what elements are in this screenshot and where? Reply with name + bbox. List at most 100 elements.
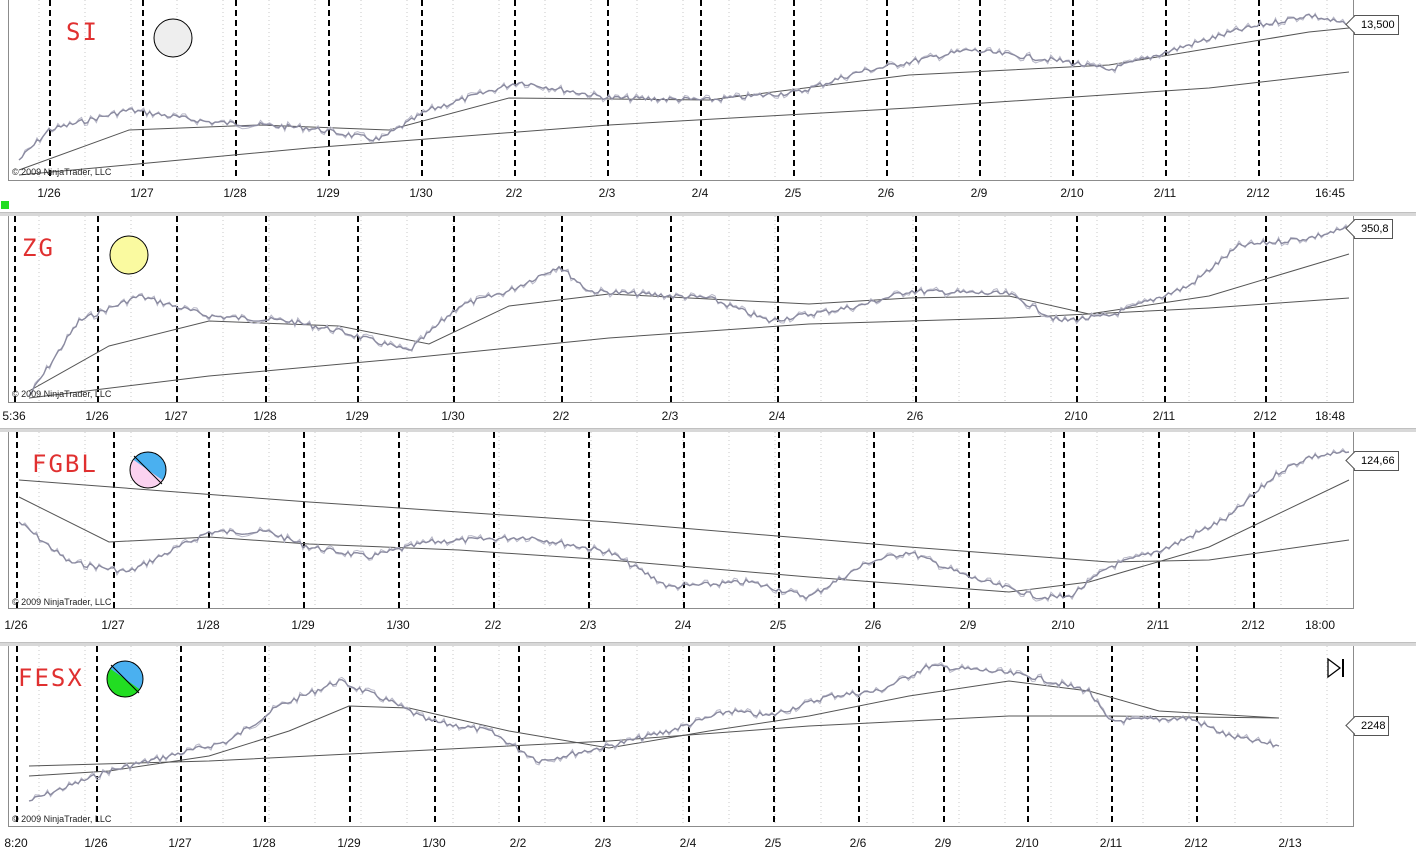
time-axis-tick-label: 8:20 [4, 836, 28, 850]
price-high-low-line [28, 223, 1350, 397]
symbol-label-si: SI [66, 18, 99, 46]
time-axis-tick-label: 1/29 [316, 186, 340, 200]
time-axis-tick-label: 2/10 [1015, 836, 1039, 850]
time-axis-tick-label: 1/27 [164, 409, 188, 423]
time-axis-tick-label: 2/2 [552, 409, 570, 423]
time-axis-tick-label: 2/9 [959, 618, 977, 632]
time-axis-tick-label: 1/27 [101, 618, 125, 632]
copyright-label: © 2009 NinjaTrader, LLC [12, 814, 112, 824]
time-axis-tick-label: 1/27 [168, 836, 192, 850]
time-axis-tick-label: 2/2 [505, 186, 523, 200]
time-axis-tick-label: 1/28 [223, 186, 247, 200]
price-chart-si [18, 0, 1350, 180]
time-axis-tick-label: 2/5 [769, 618, 787, 632]
chart-panel-fgbl[interactable]: © 2009 NinjaTrader, LLC FGBL 124,66 1/26… [0, 432, 1416, 642]
symbol-label-fesx: FESX [18, 664, 84, 692]
long-moving-average [28, 297, 1350, 399]
short-moving-average [28, 253, 1350, 392]
time-axis-tick-label: 2/12 [1184, 836, 1208, 850]
long-moving-average [18, 71, 1350, 176]
time-axis-tick-label: 18:48 [1314, 409, 1346, 423]
copyright-label: © 2009 NinjaTrader, LLC [12, 597, 112, 607]
gray-circle-icon[interactable] [152, 17, 194, 59]
time-axis-tick-label: 2/4 [691, 186, 709, 200]
time-axis-tick-label: 1/26 [37, 186, 61, 200]
chart-plot-fesx[interactable]: © 2009 NinjaTrader, LLC [8, 646, 1354, 827]
time-axis-tick-label: 1/28 [252, 836, 276, 850]
chart-panel-zg[interactable]: © 2009 NinjaTrader, LLC ZG 950,8 5:36 1/2… [0, 216, 1416, 428]
price-line [28, 664, 1280, 802]
symbol-label-fgbl: FGBL [32, 450, 98, 478]
pink-blue-circle-icon[interactable] [127, 449, 169, 491]
time-axis-tick-label: 18:00 [1304, 618, 1336, 632]
time-axis-tick-label: 2/11 [1099, 836, 1123, 850]
price-tag-si: 13,500 [1354, 15, 1399, 35]
yellow-circle-icon[interactable] [108, 234, 150, 276]
price-high-low-line [28, 661, 1280, 802]
green-blue-circle-icon[interactable] [104, 658, 146, 700]
scroll-to-end-icon[interactable] [1326, 657, 1348, 679]
time-axis-tick-label: 16:45 [1314, 186, 1346, 200]
chart-panel-fesx[interactable]: © 2009 NinjaTrader, LLC FESX 2248 8:20 1/… [0, 646, 1416, 854]
time-axis-tick-label: 2/10 [1060, 186, 1084, 200]
time-axis-tick-label: 2/13 [1278, 836, 1302, 850]
long-moving-average [28, 715, 1280, 767]
time-axis-tick-label: 2/6 [864, 618, 882, 632]
time-axis-tick-label: 1/30 [409, 186, 433, 200]
time-axis-tick-label: 1/28 [196, 618, 220, 632]
time-axis-tick-label: 2/12 [1246, 186, 1270, 200]
chart-plot-si[interactable]: © 2009 NinjaTrader, LLC [8, 0, 1354, 181]
time-axis-tick-label: 2/12 [1241, 618, 1265, 632]
price-chart-fesx [16, 646, 1328, 826]
time-axis-tick-label: 2/10 [1064, 409, 1088, 423]
time-axis-tick-label: 2/12 [1253, 409, 1277, 423]
time-axis-tick-label: 1/28 [253, 409, 277, 423]
time-axis-tick-label: 2/2 [509, 836, 527, 850]
time-axis-tick-label: 2/9 [934, 836, 952, 850]
chart-panel-si[interactable]: © 2009 NinjaTrader, LLC SI 13,500 1/26 1/… [0, 0, 1416, 212]
price-line [18, 449, 1350, 601]
price-chart-zg [14, 216, 1350, 402]
short-moving-average [18, 479, 1350, 593]
time-axis-tick-label: 2/3 [594, 836, 612, 850]
time-axis-tick-label: 1/26 [85, 409, 109, 423]
time-axis-tick-label: 2/5 [764, 836, 782, 850]
time-axis-tick-label: 1/29 [291, 618, 315, 632]
price-chart-fgbl [16, 432, 1350, 608]
copyright-label: © 2009 NinjaTrader, LLC [12, 389, 112, 399]
time-axis-tick-label: 2/11 [1146, 618, 1170, 632]
time-axis-tick-label: 2/11 [1153, 186, 1177, 200]
time-axis-tick-label: 1/26 [84, 836, 108, 850]
short-moving-average [28, 680, 1280, 777]
price-line [18, 13, 1350, 161]
short-moving-average [18, 27, 1350, 171]
time-axis-tick-label: 5:36 [2, 409, 26, 423]
panel-splitter[interactable] [0, 428, 1416, 432]
time-axis-tick-label: 1/30 [386, 618, 410, 632]
price-line [28, 225, 1350, 397]
price-tag-fgbl: 124,66 [1354, 451, 1399, 471]
time-axis-tick-label: 2/6 [877, 186, 895, 200]
time-axis-tick-label: 2/3 [579, 618, 597, 632]
price-tag-fesx: 2248 [1354, 716, 1390, 736]
connection-indicator [1, 201, 9, 209]
panel-splitter[interactable] [0, 212, 1416, 216]
time-axis-tick-label: 1/29 [345, 409, 369, 423]
panel-splitter[interactable] [0, 642, 1416, 646]
time-axis-tick-label: 2/4 [679, 836, 697, 850]
time-axis-tick-label: 2/3 [598, 186, 616, 200]
long-moving-average [18, 479, 1350, 563]
time-axis-tick-label: 2/5 [784, 186, 802, 200]
chart-plot-fgbl[interactable]: © 2009 NinjaTrader, LLC [8, 432, 1354, 609]
time-axis-tick-label: 2/6 [906, 409, 924, 423]
time-axis-tick-label: 2/9 [970, 186, 988, 200]
price-tag-zg: 950,8 [1354, 219, 1393, 239]
time-axis-tick-label: 1/30 [441, 409, 465, 423]
symbol-label-zg: ZG [22, 234, 55, 262]
chart-plot-zg[interactable]: © 2009 NinjaTrader, LLC [8, 216, 1354, 403]
time-axis-tick-label: 1/27 [130, 186, 154, 200]
price-high-low-line [18, 12, 1350, 161]
time-axis-tick-label: 2/3 [661, 409, 679, 423]
time-axis-tick-label: 1/30 [422, 836, 446, 850]
copyright-label: © 2009 NinjaTrader, LLC [12, 167, 112, 177]
